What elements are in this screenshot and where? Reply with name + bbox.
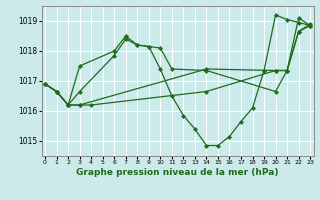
X-axis label: Graphe pression niveau de la mer (hPa): Graphe pression niveau de la mer (hPa) [76,168,279,177]
